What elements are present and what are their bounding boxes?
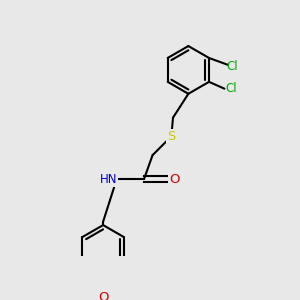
Text: S: S — [167, 130, 176, 143]
Text: O: O — [169, 172, 180, 185]
Text: Cl: Cl — [225, 82, 237, 95]
Text: HN: HN — [100, 172, 117, 185]
Text: Cl: Cl — [226, 60, 238, 73]
Text: O: O — [98, 291, 108, 300]
